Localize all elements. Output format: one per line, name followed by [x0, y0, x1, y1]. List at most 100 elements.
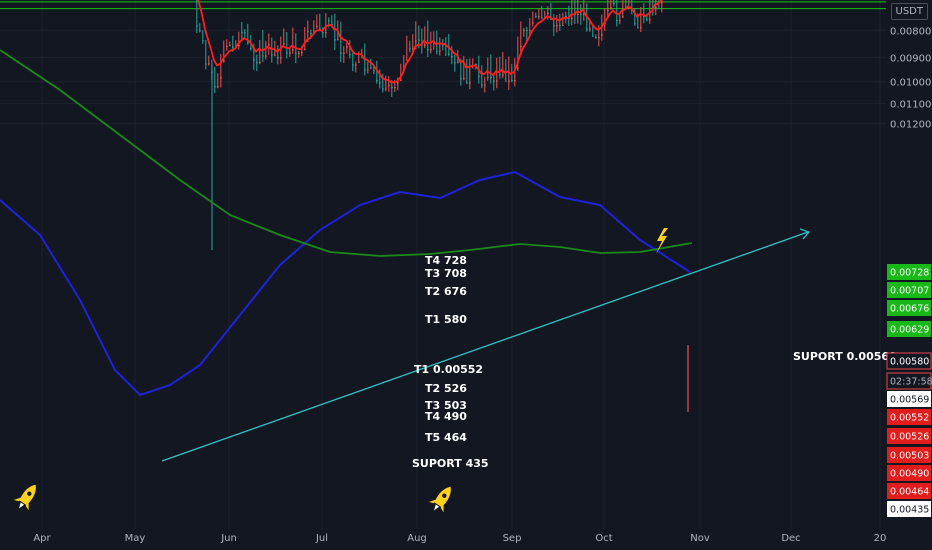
- candle-body: [220, 77, 222, 79]
- candle-body: [568, 17, 570, 19]
- candle-body: [424, 44, 426, 46]
- candle-body: [592, 35, 594, 37]
- time-tick-label: Nov: [690, 533, 710, 544]
- support-top-label: SUPORT 0.00569: [793, 350, 897, 363]
- candle-body: [535, 16, 537, 18]
- trendline: [161, 228, 811, 462]
- price-tag-box: [887, 447, 931, 463]
- price-tag: 0.00490: [887, 465, 931, 481]
- candle-body: [550, 18, 552, 20]
- candle-body: [316, 25, 318, 27]
- candle-body: [553, 25, 555, 27]
- candle-body: [268, 44, 270, 46]
- time-tick-label: Oct: [595, 533, 612, 544]
- candle-body: [250, 48, 252, 50]
- icons-layer: [13, 228, 668, 513]
- candle-body: [532, 22, 534, 24]
- candle-body: [391, 87, 393, 89]
- price-tag: 0.00569: [887, 391, 931, 407]
- currency-badge[interactable]: USDT: [890, 3, 928, 20]
- price-tag-box: [887, 501, 931, 517]
- price-tag-label: 0.00580: [890, 357, 929, 368]
- candle-body: [262, 55, 264, 57]
- candle-body: [208, 63, 210, 65]
- candle-body: [388, 84, 390, 86]
- rocket-icon: [428, 486, 451, 513]
- trendline-arrowhead: [799, 228, 811, 240]
- candle-body: [295, 52, 297, 54]
- candle-body: [196, 25, 198, 27]
- candle-body: [457, 62, 459, 64]
- candle-body: [523, 30, 525, 32]
- price-tag-box: [887, 300, 931, 316]
- candle-body: [334, 39, 336, 41]
- candle-body: [265, 55, 267, 57]
- price-tag-box: [886, 372, 932, 390]
- candle-body: [217, 86, 219, 88]
- time-tick-label: Jul: [315, 533, 328, 544]
- candle-body: [259, 62, 261, 64]
- candle-body: [565, 15, 567, 17]
- candle-body: [493, 80, 495, 82]
- candle-body: [277, 57, 279, 59]
- candle-body: [562, 24, 564, 26]
- candle-body: [661, 1, 663, 3]
- price-tag-box: [887, 321, 931, 337]
- candle-body: [358, 61, 360, 63]
- candle-body: [442, 44, 444, 46]
- price-tag: 0.00707: [887, 282, 931, 298]
- price-tag-label: 0.00435: [890, 505, 929, 516]
- candle-body: [226, 46, 228, 48]
- time-axis[interactable]: Apr May Jun Jul Aug Sep Oct Nov Dec 20: [33, 533, 886, 544]
- candle-body: [499, 74, 501, 76]
- candle-body: [640, 27, 642, 29]
- candle-body: [373, 70, 375, 72]
- candle-body: [466, 82, 468, 84]
- price-tag-box: [887, 264, 931, 280]
- candle-body: [484, 84, 486, 86]
- candle-body: [646, 19, 648, 21]
- candle-body: [502, 74, 504, 76]
- up-target-label: T4 728: [425, 254, 467, 267]
- candle-body: [394, 87, 396, 89]
- candle-body: [514, 80, 516, 82]
- candle-body: [301, 51, 303, 53]
- time-tick-label: May: [125, 533, 146, 544]
- price-tag-label: 0.00707: [890, 286, 929, 297]
- candle-body: [364, 69, 366, 71]
- price-tag: 0.00526: [887, 428, 931, 444]
- candle-body: [460, 78, 462, 80]
- candle-body: [247, 42, 249, 44]
- candle-body: [199, 30, 201, 32]
- candle-body: [541, 17, 543, 19]
- price-axis[interactable]: 0.01200 0.01100 0.01000 0.00900 0.00800 0.007…: [886, 26, 932, 517]
- candle-body: [526, 30, 528, 32]
- candle-body: [511, 80, 513, 82]
- down-target-label: T4 490: [425, 410, 467, 423]
- candle-body: [655, 6, 657, 8]
- up-target-label: T1 580: [425, 313, 467, 326]
- candle-body: [232, 46, 234, 48]
- candle-body: [595, 37, 597, 39]
- price-tag-label: 0.00569: [890, 395, 929, 406]
- candle-body: [556, 25, 558, 27]
- candle-body: [490, 76, 492, 78]
- candle-body: [244, 32, 246, 34]
- candle-body: [463, 78, 465, 80]
- up-target-label: T3 708: [425, 267, 467, 280]
- price-tag-label: 0.00676: [890, 304, 929, 315]
- candle-body: [376, 80, 378, 82]
- candle-body: [454, 62, 456, 64]
- candle-body: [469, 82, 471, 84]
- price-tag: 0.00580: [886, 352, 932, 370]
- rocket-icon: [13, 484, 36, 511]
- price-tag-label: 0.00629: [890, 325, 929, 336]
- candle-body: [637, 27, 639, 29]
- moving-averages: [0, 0, 693, 397]
- ema-fast-line: [197, 0, 663, 84]
- candle-body: [355, 64, 357, 66]
- price-tick-label: 0.00900: [890, 53, 931, 64]
- time-tick-label: Aug: [407, 533, 427, 544]
